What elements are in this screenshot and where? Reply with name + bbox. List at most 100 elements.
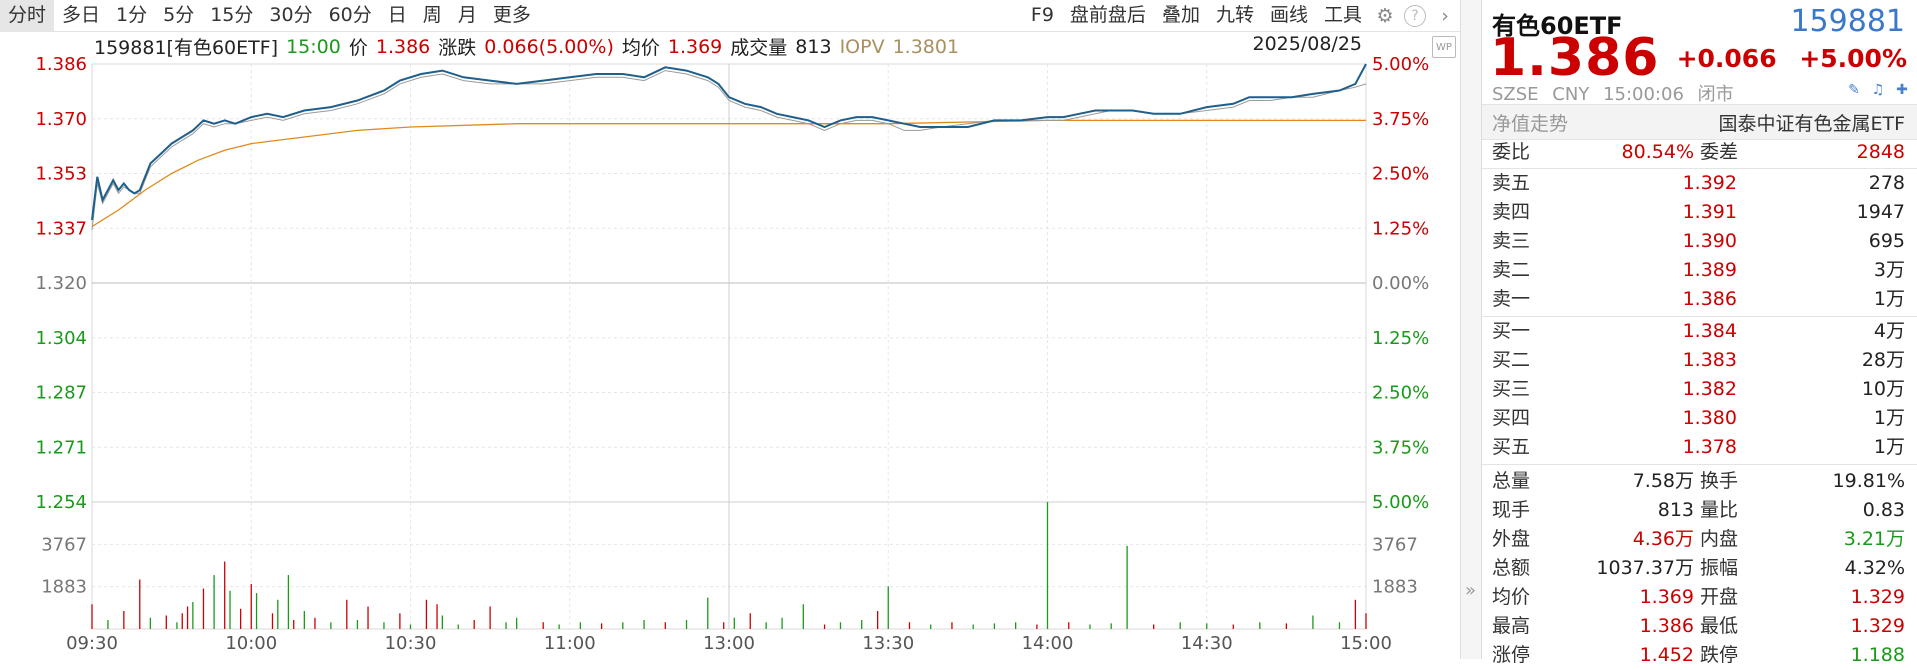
info-change: 0.066(5.00%) bbox=[484, 35, 614, 58]
time-tick-label: 10:00 bbox=[225, 633, 277, 654]
info-code-name: 159881[有色60ETF] bbox=[94, 37, 279, 59]
tab-multi-day[interactable]: 多日 bbox=[62, 4, 101, 26]
stat-value: 1.369 bbox=[1639, 586, 1694, 608]
intraday-chart[interactable]: 1.386 5.00% 1.370 3.75% 1.353 2.50% 1.337 1.25%… bbox=[0, 0, 1460, 659]
ask-row[interactable]: 卖五 1.392 278 bbox=[1482, 169, 1917, 198]
price-tick-label: 1.320 bbox=[35, 273, 87, 294]
tab-5min[interactable]: 5分 bbox=[163, 4, 195, 26]
time-tick-label: 14:00 bbox=[1022, 633, 1074, 654]
ask-label: 卖四 bbox=[1492, 201, 1531, 223]
ask-price: 1.389 bbox=[1682, 259, 1737, 281]
time-tick-label: 14:30 bbox=[1181, 633, 1233, 654]
tab-week[interactable]: 周 bbox=[422, 4, 442, 26]
premarket-button[interactable]: 盘前盘后 bbox=[1069, 4, 1146, 26]
panel-icons: ✎ ♫ ✚ bbox=[1845, 82, 1911, 98]
time-tick-label: 09:30 bbox=[66, 633, 118, 654]
stat-label: 均价 bbox=[1492, 586, 1531, 608]
expand-arrow-icon[interactable]: » bbox=[1465, 580, 1477, 601]
tools-button[interactable]: 工具 bbox=[1323, 4, 1362, 26]
info-avg-label: 均价 bbox=[621, 37, 660, 59]
change-pct: +5.00% bbox=[1799, 44, 1907, 73]
weibi-label: 委比 bbox=[1492, 141, 1531, 163]
bid-qty: 1万 bbox=[1873, 407, 1905, 429]
price-tick-label: 1.271 bbox=[35, 437, 87, 458]
change-value: +0.066 bbox=[1676, 44, 1777, 73]
tab-60min[interactable]: 60分 bbox=[328, 4, 372, 26]
stat-value: 3.21万 bbox=[1843, 528, 1905, 550]
f9-button[interactable]: F9 bbox=[1030, 4, 1054, 26]
tab-timeshare[interactable]: 分时 bbox=[0, 0, 55, 31]
tab-30min[interactable]: 30分 bbox=[269, 4, 313, 26]
add-icon[interactable]: ✚ bbox=[1896, 82, 1908, 98]
stat-label: 总额 bbox=[1492, 557, 1531, 579]
exchange: SZSE bbox=[1492, 84, 1539, 105]
info-date: 2025/08/25 bbox=[1252, 33, 1362, 55]
price-tick-label: 1.386 bbox=[35, 54, 87, 75]
pct-tick-label: 5.00% bbox=[1372, 492, 1429, 513]
price-tick-label: 1.353 bbox=[35, 164, 87, 185]
bid-label: 买二 bbox=[1492, 349, 1531, 371]
stat-label: 外盘 bbox=[1492, 528, 1531, 550]
bid-row[interactable]: 买一 1.384 4万 bbox=[1482, 317, 1917, 346]
nav-trend-tab[interactable]: 净值走势 bbox=[1492, 112, 1569, 135]
time-tick-label: 10:30 bbox=[385, 633, 437, 654]
quote-time: 15:00:06 bbox=[1603, 84, 1684, 105]
ask-price: 1.391 bbox=[1682, 201, 1737, 223]
currency: CNY bbox=[1552, 84, 1590, 105]
bid-row[interactable]: 买三 1.382 10万 bbox=[1482, 375, 1917, 404]
ask-row[interactable]: 卖四 1.391 1947 bbox=[1482, 198, 1917, 227]
info-iopv: 1.3801 bbox=[892, 35, 960, 58]
market-status: 闭市 bbox=[1697, 84, 1734, 105]
bid-price: 1.378 bbox=[1682, 436, 1737, 458]
ask-row[interactable]: 卖二 1.389 3万 bbox=[1482, 256, 1917, 285]
wp-icon[interactable]: WP bbox=[1432, 36, 1456, 58]
tab-15min[interactable]: 15分 bbox=[210, 4, 254, 26]
tab-day[interactable]: 日 bbox=[387, 4, 407, 26]
tab-more[interactable]: 更多 bbox=[492, 4, 531, 26]
stat-value: 1.188 bbox=[1850, 644, 1905, 666]
price-tick-label: 1.337 bbox=[35, 218, 87, 239]
nine-turn-button[interactable]: 九转 bbox=[1215, 4, 1254, 26]
chevron-right-icon[interactable]: › bbox=[1441, 4, 1449, 27]
pct-tick-label: 5.00% bbox=[1372, 54, 1429, 75]
bid-row[interactable]: 买四 1.380 1万 bbox=[1482, 404, 1917, 433]
bid-qty: 1万 bbox=[1873, 436, 1905, 458]
info-iopv-label: IOPV bbox=[839, 35, 885, 58]
alert-bell-icon[interactable]: ♫ bbox=[1871, 82, 1885, 98]
stat-value: 0.83 bbox=[1862, 499, 1905, 521]
bid-row[interactable]: 买二 1.383 28万 bbox=[1482, 346, 1917, 375]
bid-row[interactable]: 买五 1.378 1万 bbox=[1482, 433, 1917, 462]
tool-buttons: F9 盘前盘后 叠加 九转 画线 工具 ⚙ ? › bbox=[1023, 0, 1460, 31]
nav-tab-row: 净值走势 国泰中证有色金属ETF bbox=[1482, 104, 1917, 140]
stat-row: 均价 1.369 开盘 1.329 bbox=[1482, 583, 1917, 612]
panel-splitter[interactable]: » bbox=[1460, 0, 1482, 659]
help-icon[interactable]: ? bbox=[1400, 0, 1430, 31]
divider bbox=[1482, 464, 1917, 465]
pct-tick-label: 3.75% bbox=[1372, 437, 1429, 458]
bid-label: 买四 bbox=[1492, 407, 1531, 429]
edit-icon[interactable]: ✎ bbox=[1848, 82, 1860, 98]
weicha-label: 委差 bbox=[1700, 141, 1739, 163]
pct-tick-label: 2.50% bbox=[1372, 164, 1429, 185]
tab-month[interactable]: 月 bbox=[457, 4, 477, 26]
tab-1min[interactable]: 1分 bbox=[116, 4, 148, 26]
gear-icon[interactable]: ⚙ bbox=[1376, 4, 1394, 27]
stat-value: 1.329 bbox=[1850, 586, 1905, 608]
stat-label: 量比 bbox=[1700, 499, 1739, 521]
ask-row[interactable]: 卖三 1.390 695 bbox=[1482, 227, 1917, 256]
draw-line-button[interactable]: 画线 bbox=[1269, 4, 1308, 26]
stat-label: 最高 bbox=[1492, 615, 1531, 637]
bid-qty: 10万 bbox=[1861, 378, 1905, 400]
info-time: 15:00 bbox=[286, 35, 341, 58]
pct-tick-label: 3.75% bbox=[1372, 109, 1429, 130]
iopv-line bbox=[91, 70, 1367, 230]
weibi-row: 委比 80.54% 委差 2848 bbox=[1482, 138, 1917, 167]
stat-label: 换手 bbox=[1700, 470, 1739, 492]
bid-label: 买一 bbox=[1492, 320, 1531, 342]
time-tick-label: 13:30 bbox=[862, 633, 914, 654]
ask-row[interactable]: 卖一 1.386 1万 bbox=[1482, 285, 1917, 314]
time-tick-label: 15:00 bbox=[1340, 633, 1392, 654]
ask-qty: 278 bbox=[1868, 172, 1905, 194]
bid-qty: 28万 bbox=[1861, 349, 1905, 371]
overlay-button[interactable]: 叠加 bbox=[1161, 4, 1200, 26]
